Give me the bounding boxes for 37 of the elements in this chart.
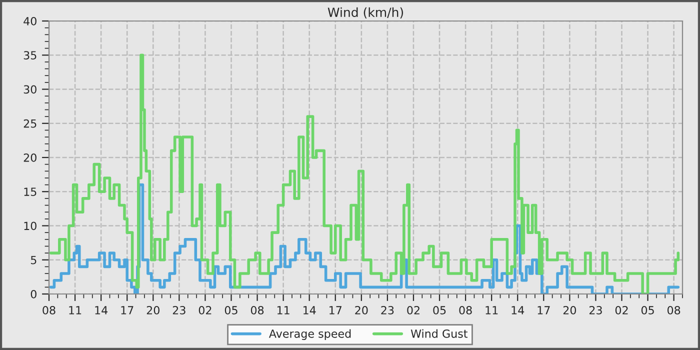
x-tick-label: 11 [69,306,82,314]
x-tick-label: 08 [667,306,680,314]
y-tick-label: 5 [30,256,36,264]
x-tick-label: 17 [538,306,550,314]
y-tick-label: 15 [24,188,36,196]
x-tick-label: 20 [563,306,576,314]
y-tick-label: 25 [24,119,36,128]
legend-label: Average speed [268,329,351,340]
x-tick-label: 05 [641,306,654,314]
chart-title: Wind (km/h) [328,7,404,18]
x-tick-label: 23 [589,306,602,314]
x-tick-label: 17 [121,306,134,314]
x-tick-label: 02 [615,306,628,314]
x-tick-label: 23 [172,306,186,314]
y-tick-label: 0 [30,290,36,298]
y-tick-label: 40 [24,16,36,26]
x-tick-label: 05 [433,306,446,314]
y-tick-label: 10 [24,222,36,230]
x-tick-label: 11 [486,306,498,314]
x-tick-label: 08 [42,306,56,314]
y-tick-label: 30 [24,85,36,94]
y-tick-label: 20 [24,153,36,162]
x-tick-label: 11 [277,306,290,314]
x-tick-label: 20 [146,306,160,314]
x-tick-label: 20 [355,306,368,314]
x-tick-label: 08 [250,306,264,314]
x-tick-label: 14 [512,306,524,314]
x-tick-label: 05 [224,306,238,314]
x-tick-label: 08 [459,306,472,314]
x-tick-label: 17 [330,306,342,314]
x-tick-label: 14 [303,306,316,314]
legend-label: Wind Gust [410,329,468,338]
y-tick-label: 35 [24,51,36,60]
x-tick-label: 02 [198,306,212,314]
x-tick-label: 23 [381,306,394,314]
x-tick-label: 02 [407,306,420,314]
x-tick-label: 14 [95,306,108,314]
